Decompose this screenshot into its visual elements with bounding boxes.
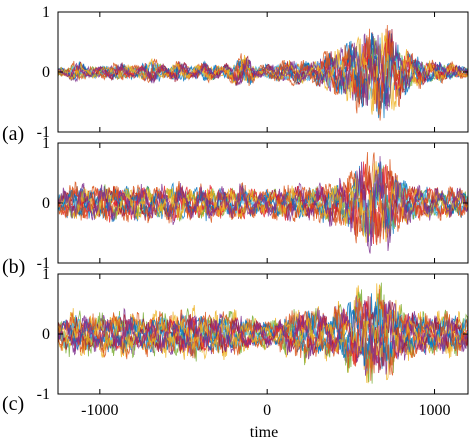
series-line bbox=[58, 156, 468, 254]
y-tick-label: -1 bbox=[37, 386, 50, 403]
panel-label: (a) bbox=[2, 123, 24, 145]
panel-label: (c) bbox=[2, 393, 24, 415]
series-line bbox=[58, 299, 468, 366]
series-line bbox=[58, 161, 468, 243]
traces bbox=[58, 24, 468, 121]
traces bbox=[58, 282, 468, 384]
y-tick-label: -1 bbox=[37, 255, 50, 272]
y-tick-label: 1 bbox=[42, 135, 50, 152]
panel-label: (b) bbox=[2, 256, 25, 278]
y-tick-label: 1 bbox=[42, 266, 50, 283]
x-tick-label: 0 bbox=[263, 402, 271, 419]
panel-b: 1 0 -1 (b) bbox=[2, 135, 469, 278]
y-tick-label: -1 bbox=[37, 124, 50, 141]
x-axis-title: time bbox=[250, 424, 278, 441]
y-tick-label: 0 bbox=[42, 64, 50, 81]
y-tick-label: 1 bbox=[42, 4, 50, 21]
x-tick-label: 1000 bbox=[419, 402, 451, 419]
panel-a: 1 0 -1 (a) bbox=[2, 4, 469, 145]
panel-c: 1 0 -1 -1000 0 1000 (c) bbox=[2, 266, 469, 419]
series-line bbox=[58, 34, 468, 111]
series-line bbox=[58, 152, 468, 246]
x-tick-label: -1000 bbox=[81, 402, 118, 419]
y-tick-label: 0 bbox=[42, 195, 50, 212]
y-tick-label: 0 bbox=[42, 326, 50, 343]
series-line bbox=[58, 289, 468, 381]
series-line bbox=[58, 24, 468, 121]
traces bbox=[58, 152, 468, 254]
panels-group: 1 0 -1 (a) 1 0 -1 (b) 1 0 -1 -1000 0 1000 (c) bbox=[2, 4, 469, 419]
